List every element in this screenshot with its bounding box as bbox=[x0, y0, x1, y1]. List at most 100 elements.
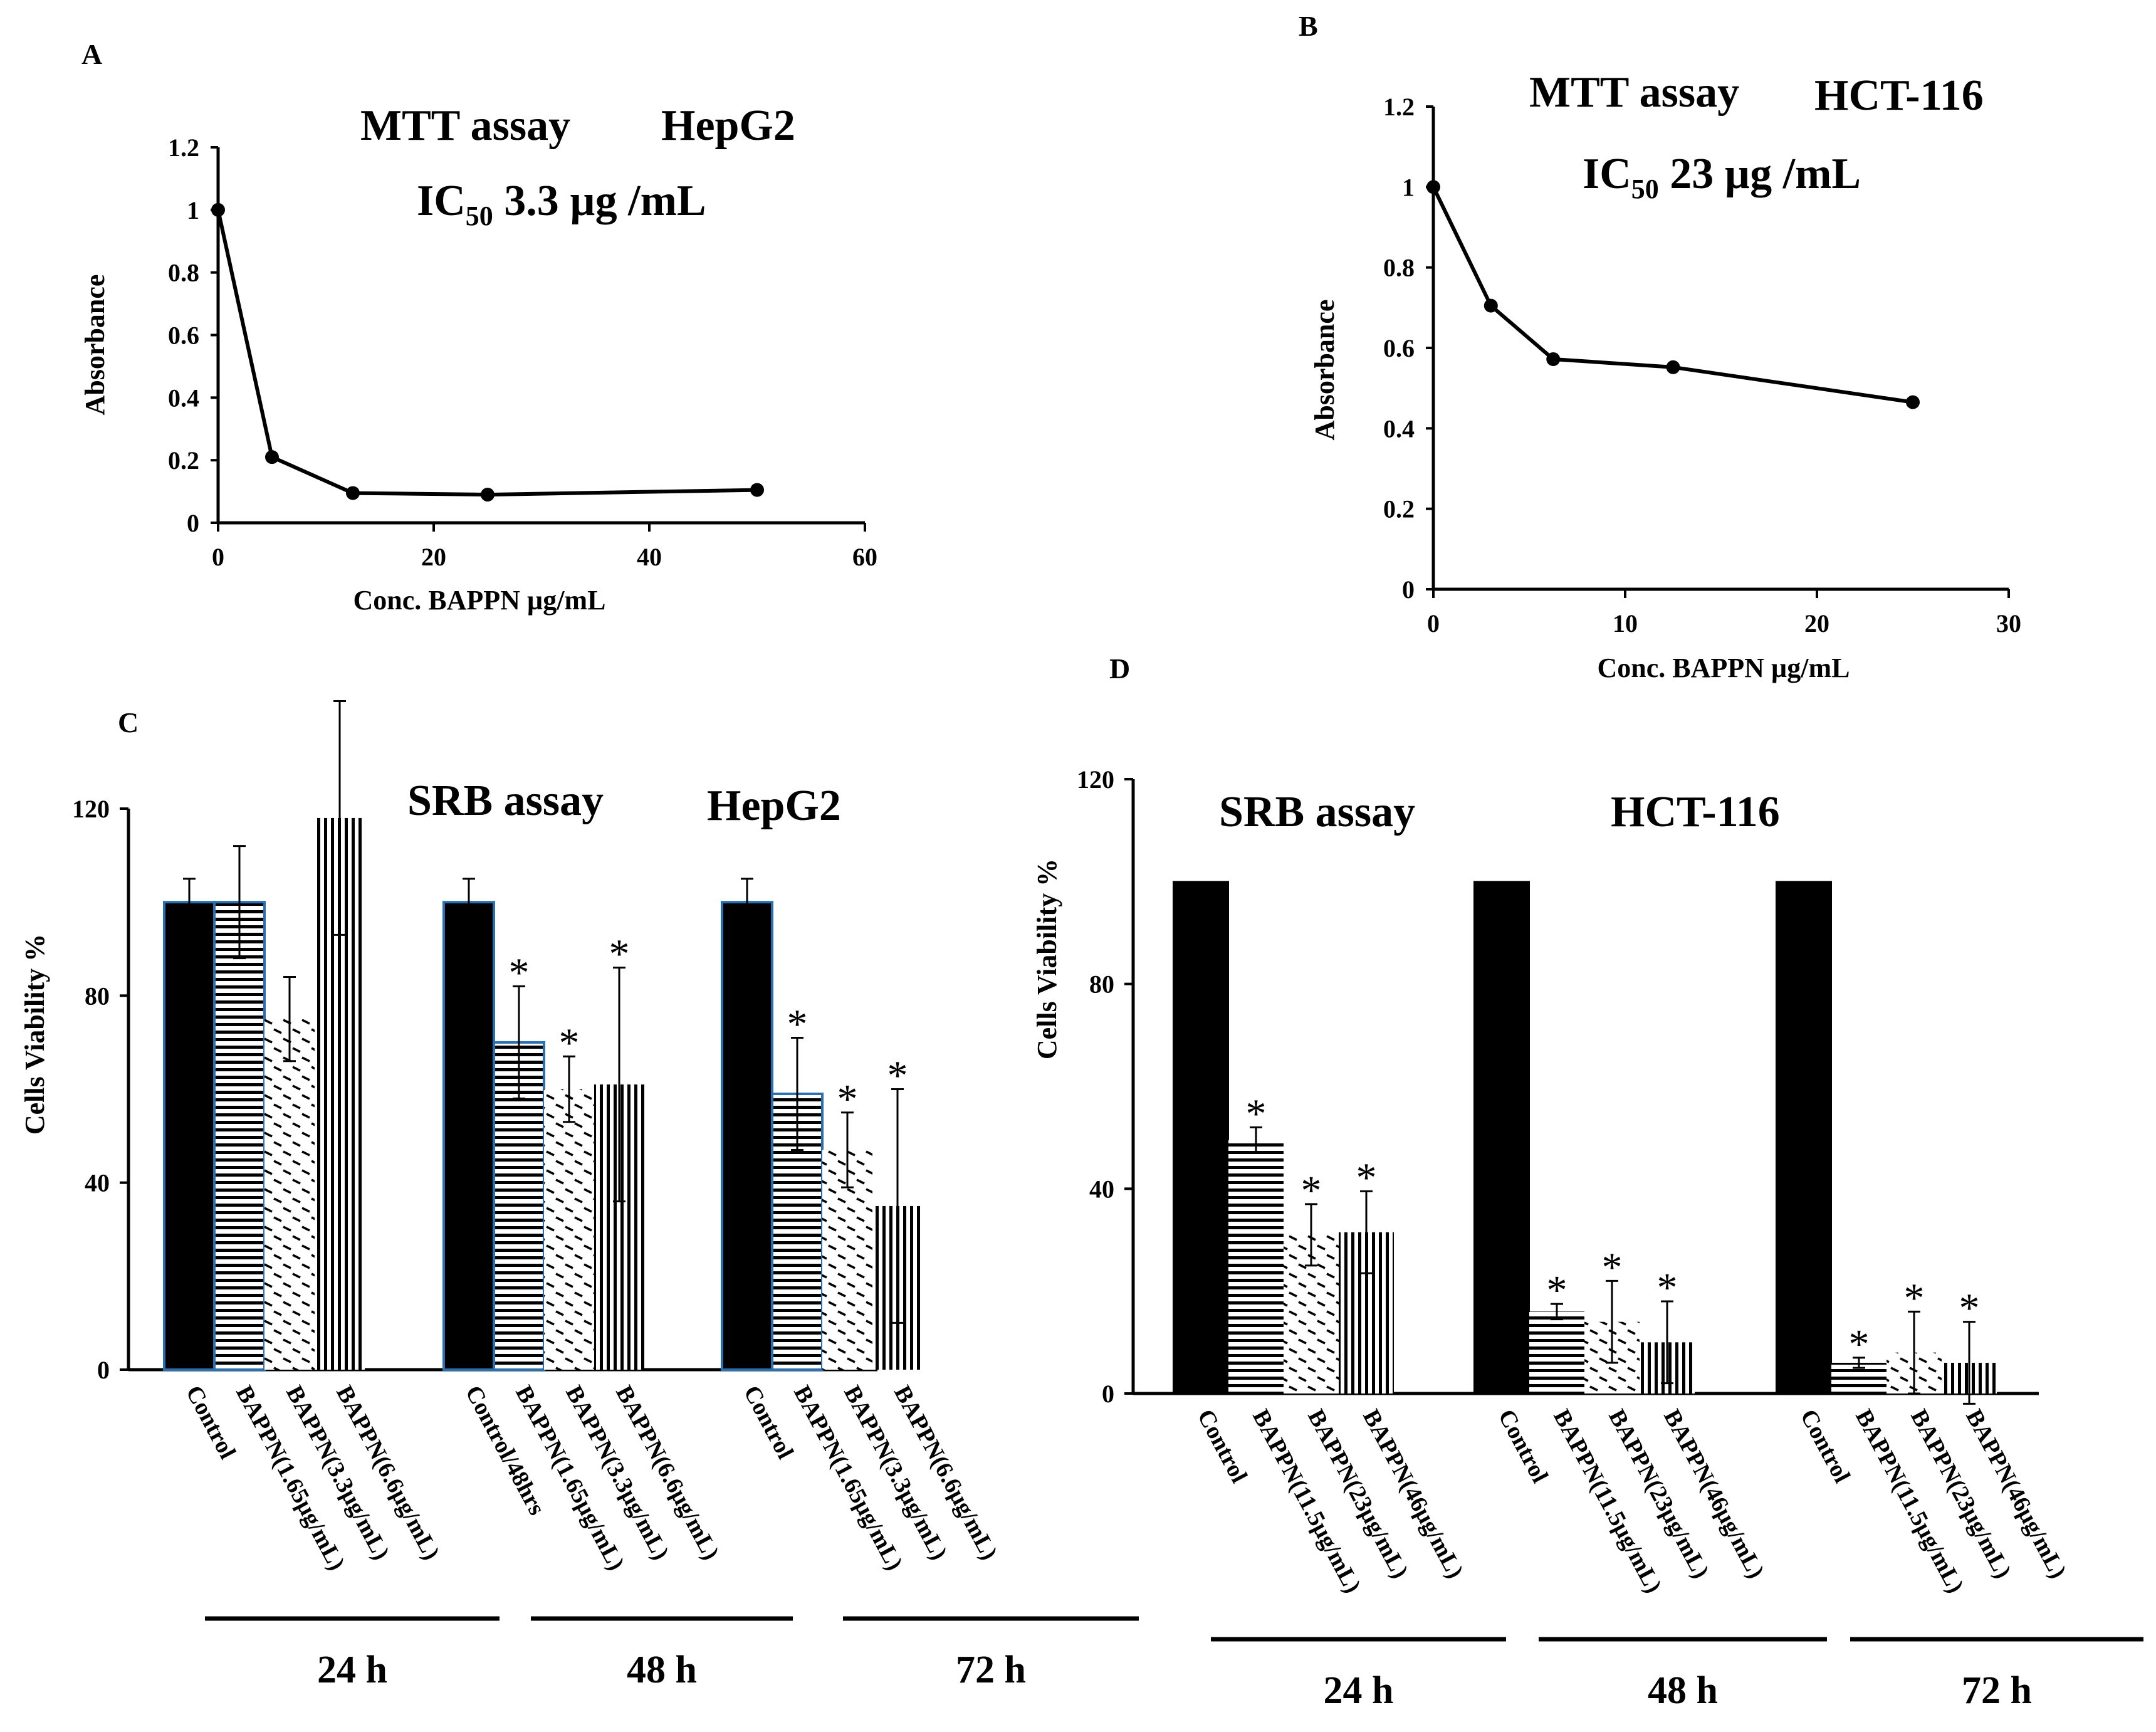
panel-a-title: MTT assay bbox=[360, 102, 570, 150]
panel-a-cell-line: HepG2 bbox=[661, 102, 795, 150]
period-label: 24 h bbox=[317, 1649, 387, 1691]
y-tick-label: 0.4 bbox=[1383, 414, 1415, 443]
significance-star: * bbox=[1547, 1268, 1567, 1313]
significance-star: * bbox=[509, 950, 530, 995]
data-point bbox=[1666, 360, 1680, 374]
significance-star: * bbox=[609, 932, 630, 977]
y-tick-label: 0 bbox=[1102, 1380, 1114, 1408]
bar bbox=[721, 901, 773, 1371]
ic50-prefix: IC bbox=[417, 177, 466, 225]
x-tick-label: 0 bbox=[212, 543, 224, 571]
panel-d-title: SRB assay bbox=[1219, 788, 1415, 836]
y-tick-label: 40 bbox=[85, 1169, 110, 1197]
panel-c-srb-hepg2: C SRB assay HepG2 Cells Viability % 0 40 8… bbox=[19, 700, 1139, 1691]
panel-label-a: A bbox=[81, 38, 102, 70]
bar bbox=[1173, 881, 1229, 1395]
ic50-prefix: IC bbox=[1583, 150, 1631, 198]
y-tick-label: 80 bbox=[85, 982, 110, 1010]
panel-c-y-label: Cells Viability % bbox=[19, 934, 50, 1135]
y-tick-label: 0.2 bbox=[1383, 495, 1415, 523]
period-label: 72 h bbox=[1962, 1669, 2032, 1712]
period-label: 48 h bbox=[627, 1649, 697, 1691]
category-label: Control bbox=[1795, 1405, 1855, 1488]
data-point bbox=[1546, 352, 1561, 366]
panel-c-cell-line: HepG2 bbox=[707, 782, 841, 830]
panel-a-ic50: IC50 3.3 µg /mL bbox=[417, 177, 706, 231]
ic50-subscript: 50 bbox=[1631, 174, 1659, 204]
panel-a-plot: 0 0.2 0.4 0.6 0.8 1 1.2 0 20 40 60 bbox=[168, 134, 877, 571]
panel-d-plot: 04080120Control*BAPPN(11.5µg/mL)*BAPPN(2… bbox=[1077, 765, 2143, 1712]
category-label: BAPPN(46µg/mL) bbox=[1658, 1405, 1769, 1583]
panel-b-plot: 0 0.2 0.4 0.6 0.8 1 1.2 0 10 20 30 bbox=[1383, 93, 2021, 638]
panel-c-plot: 04080120ControlBAPPN(1.65µg/mL)BAPPN(3.3… bbox=[72, 700, 1139, 1691]
x-tick-label: 20 bbox=[1804, 609, 1829, 638]
significance-star: * bbox=[1246, 1091, 1267, 1136]
significance-star: * bbox=[1657, 1265, 1678, 1311]
panel-b-mtt-hct116: B MTT assay HCT-116 IC50 23 µg /mL Absor… bbox=[1299, 10, 2021, 683]
bar bbox=[264, 1019, 315, 1370]
y-tick-label: 1 bbox=[1402, 173, 1415, 201]
y-tick-label: 120 bbox=[1077, 765, 1114, 794]
y-tick-label: 0.6 bbox=[168, 322, 199, 350]
period-label: 24 h bbox=[1324, 1669, 1394, 1712]
significance-star: * bbox=[1849, 1321, 1870, 1367]
bar bbox=[1529, 1311, 1584, 1393]
panel-label-c: C bbox=[118, 706, 139, 738]
bar bbox=[442, 901, 495, 1371]
data-point bbox=[346, 486, 360, 500]
series-line bbox=[216, 209, 758, 497]
y-tick-label: 0 bbox=[187, 509, 199, 537]
y-tick-label: 0.2 bbox=[168, 446, 199, 475]
x-tick-label: 30 bbox=[1996, 609, 2021, 638]
data-point bbox=[1426, 180, 1440, 194]
y-tick-label: 80 bbox=[1089, 970, 1114, 999]
panel-b-x-label: Conc. BAPPN µg/mL bbox=[1597, 653, 1850, 683]
category-label: BAPPN(23µg/mL) bbox=[1905, 1405, 2016, 1583]
significance-star: * bbox=[1959, 1286, 1980, 1331]
panel-d-y-label: Cells Viability % bbox=[1032, 859, 1062, 1059]
x-tick-label: 0 bbox=[1427, 609, 1440, 638]
data-point bbox=[211, 202, 225, 217]
bar bbox=[1776, 881, 1832, 1395]
panel-a-y-label: Absorbance bbox=[80, 275, 110, 416]
y-tick-label: 0 bbox=[97, 1356, 110, 1384]
significance-star: * bbox=[887, 1053, 908, 1099]
y-tick-label: 1.2 bbox=[1383, 93, 1415, 121]
panel-d-cell-line: HCT-116 bbox=[1611, 788, 1780, 836]
bar bbox=[1473, 881, 1530, 1395]
y-tick-label: 120 bbox=[72, 795, 110, 823]
significance-star: * bbox=[1602, 1244, 1623, 1290]
y-tick-label: 0.6 bbox=[1383, 334, 1415, 362]
ic50-value: 23 µg /mL bbox=[1659, 150, 1861, 198]
y-tick-label: 0.4 bbox=[168, 384, 199, 412]
significance-star: * bbox=[1356, 1155, 1377, 1200]
category-label: BAPPN(23µg/mL) bbox=[1603, 1405, 1714, 1583]
x-tick-label: 20 bbox=[421, 543, 446, 571]
y-tick-label: 0 bbox=[1402, 575, 1415, 604]
x-tick-label: 10 bbox=[1613, 609, 1638, 638]
period-label: 72 h bbox=[956, 1649, 1026, 1691]
significance-star: * bbox=[559, 1020, 580, 1066]
bar bbox=[163, 901, 216, 1371]
y-tick-label: 40 bbox=[1089, 1175, 1114, 1203]
panel-b-title: MTT assay bbox=[1529, 68, 1739, 117]
x-tick-label: 40 bbox=[637, 543, 662, 571]
x-tick-label: 60 bbox=[852, 543, 877, 571]
category-label: BAPPN(46µg/mL) bbox=[1960, 1405, 2071, 1583]
data-point bbox=[481, 488, 495, 502]
ic50-subscript: 50 bbox=[466, 201, 493, 231]
panel-b-cell-line: HCT-116 bbox=[1814, 71, 1984, 120]
y-tick-label: 0.8 bbox=[1383, 254, 1415, 282]
data-point bbox=[265, 450, 279, 464]
panel-label-d: D bbox=[1109, 653, 1130, 685]
significance-star: * bbox=[1904, 1275, 1925, 1321]
panel-c-title: SRB assay bbox=[407, 777, 604, 825]
panel-a-mtt-hepg2: A MTT assay HepG2 IC50 3.3 µg /mL Absorb… bbox=[80, 38, 877, 616]
y-tick-label: 1.2 bbox=[168, 134, 199, 162]
ic50-value: 3.3 µg /mL bbox=[493, 177, 706, 225]
significance-star: * bbox=[1301, 1168, 1322, 1214]
category-label: Control bbox=[1493, 1405, 1553, 1488]
category-label: BAPPN(23µg/mL) bbox=[1302, 1405, 1413, 1583]
significance-star: * bbox=[837, 1076, 858, 1122]
